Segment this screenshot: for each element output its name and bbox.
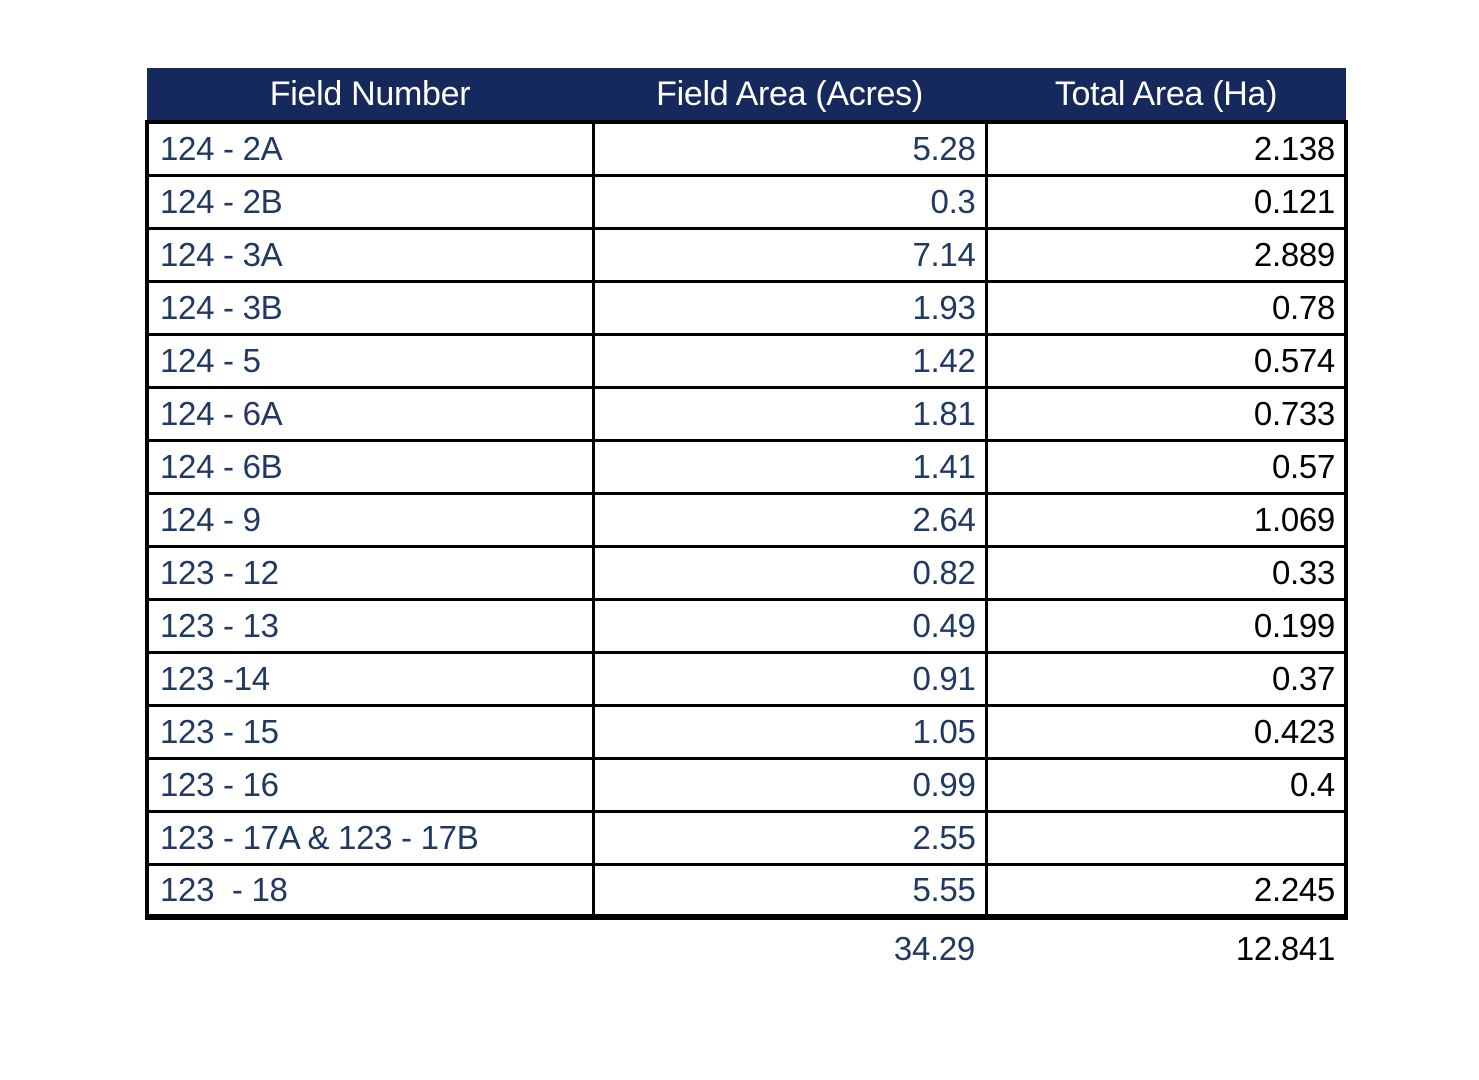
total-area-ha-cell: 0.733 bbox=[984, 385, 1348, 442]
field-number-cell: 123 - 12 bbox=[145, 544, 595, 601]
total-area-ha-cell: 0.57 bbox=[984, 438, 1348, 495]
table-row: 124 - 3A 7.14 2.889 bbox=[145, 226, 1348, 283]
table-row: 123 - 13 0.49 0.199 bbox=[145, 597, 1348, 654]
field-area-sheet: Field Number Field Area (Acres) Total Ar… bbox=[145, 68, 1348, 972]
total-area-ha-cell: 1.069 bbox=[984, 491, 1348, 548]
table-row: 123 - 16 0.99 0.4 bbox=[145, 756, 1348, 813]
field-area-acres-cell: 1.41 bbox=[591, 438, 988, 495]
field-area-acres-cell: 5.28 bbox=[591, 120, 988, 177]
field-area-acres-cell: 1.93 bbox=[591, 279, 988, 336]
field-number-cell: 123 -14 bbox=[145, 650, 595, 707]
acres-total: 34.29 bbox=[893, 930, 975, 967]
total-area-ha-cell: 2.138 bbox=[984, 120, 1348, 177]
field-number-cell: 123 - 13 bbox=[145, 597, 595, 654]
table-row: 124 - 6A 1.81 0.733 bbox=[145, 385, 1348, 442]
field-number-cell: 123 - 17A & 123 - 17B bbox=[145, 809, 595, 866]
total-area-ha-cell: 0.423 bbox=[984, 703, 1348, 760]
field-number-cell: 124 - 5 bbox=[145, 332, 595, 389]
field-area-acres-cell: 0.49 bbox=[591, 597, 988, 654]
total-area-ha-cell: 0.37 bbox=[984, 650, 1348, 707]
ha-total: 12.841 bbox=[1235, 930, 1335, 967]
field-area-table: Field Number Field Area (Acres) Total Ar… bbox=[145, 68, 1348, 920]
total-area-ha-cell bbox=[984, 809, 1348, 866]
field-area-acres-cell: 0.3 bbox=[591, 173, 988, 230]
total-area-ha-cell: 2.889 bbox=[984, 226, 1348, 283]
field-area-acres-cell: 0.82 bbox=[591, 544, 988, 601]
totals-row: 34.29 12.841 bbox=[145, 926, 1344, 972]
total-area-ha-cell: 0.33 bbox=[984, 544, 1348, 601]
field-area-acres-cell: 5.55 bbox=[591, 862, 988, 920]
table-body: 124 - 2A 5.28 2.138 124 - 2B 0.3 0.121 1… bbox=[145, 120, 1348, 920]
field-area-acres-cell: 2.64 bbox=[591, 491, 988, 548]
table-row: 123 - 12 0.82 0.33 bbox=[145, 544, 1348, 601]
field-number-cell: 124 - 6B bbox=[145, 438, 595, 495]
field-number-cell: 124 - 3A bbox=[145, 226, 595, 283]
table-row: 123 - 17A & 123 - 17B 2.55 bbox=[145, 809, 1348, 866]
table-row: 124 - 5 1.42 0.574 bbox=[145, 332, 1348, 389]
field-area-acres-cell: 1.42 bbox=[591, 332, 988, 389]
table-row: 124 - 2A 5.28 2.138 bbox=[145, 120, 1348, 177]
table-row: 124 - 2B 0.3 0.121 bbox=[145, 173, 1348, 230]
table-row: 123 - 18 5.55 2.245 bbox=[145, 862, 1348, 920]
field-number-cell: 124 - 6A bbox=[145, 385, 595, 442]
field-area-acres-cell: 7.14 bbox=[591, 226, 988, 283]
field-area-acres-cell: 2.55 bbox=[591, 809, 988, 866]
total-area-ha-cell: 0.4 bbox=[984, 756, 1348, 813]
header-row: Field Number Field Area (Acres) Total Ar… bbox=[147, 68, 1346, 122]
column-header-field-area-acres: Field Area (Acres) bbox=[593, 68, 986, 122]
table-row: 123 - 15 1.05 0.423 bbox=[145, 703, 1348, 760]
field-area-acres-cell: 1.05 bbox=[591, 703, 988, 760]
field-number-cell: 123 - 18 bbox=[145, 862, 595, 920]
total-area-ha-cell: 0.574 bbox=[984, 332, 1348, 389]
field-number-cell: 124 - 2B bbox=[145, 173, 595, 230]
field-area-acres-cell: 1.81 bbox=[591, 385, 988, 442]
total-area-ha-cell: 0.78 bbox=[984, 279, 1348, 336]
table-row: 124 - 6B 1.41 0.57 bbox=[145, 438, 1348, 495]
field-area-acres-cell: 0.91 bbox=[591, 650, 988, 707]
table-header: Field Number Field Area (Acres) Total Ar… bbox=[147, 68, 1346, 122]
table-row: 123 -14 0.91 0.37 bbox=[145, 650, 1348, 707]
field-number-cell: 124 - 3B bbox=[145, 279, 595, 336]
total-area-ha-cell: 0.121 bbox=[984, 173, 1348, 230]
total-area-ha-cell: 2.245 bbox=[984, 862, 1348, 920]
column-header-field-number: Field Number bbox=[147, 68, 593, 122]
table-row: 124 - 9 2.64 1.069 bbox=[145, 491, 1348, 548]
column-header-total-area-ha: Total Area (Ha) bbox=[986, 68, 1346, 122]
field-number-cell: 123 - 16 bbox=[145, 756, 595, 813]
field-number-cell: 124 - 2A bbox=[145, 120, 595, 177]
field-number-cell: 123 - 15 bbox=[145, 703, 595, 760]
field-number-cell: 124 - 9 bbox=[145, 491, 595, 548]
field-area-acres-cell: 0.99 bbox=[591, 756, 988, 813]
table-row: 124 - 3B 1.93 0.78 bbox=[145, 279, 1348, 336]
total-area-ha-cell: 0.199 bbox=[984, 597, 1348, 654]
